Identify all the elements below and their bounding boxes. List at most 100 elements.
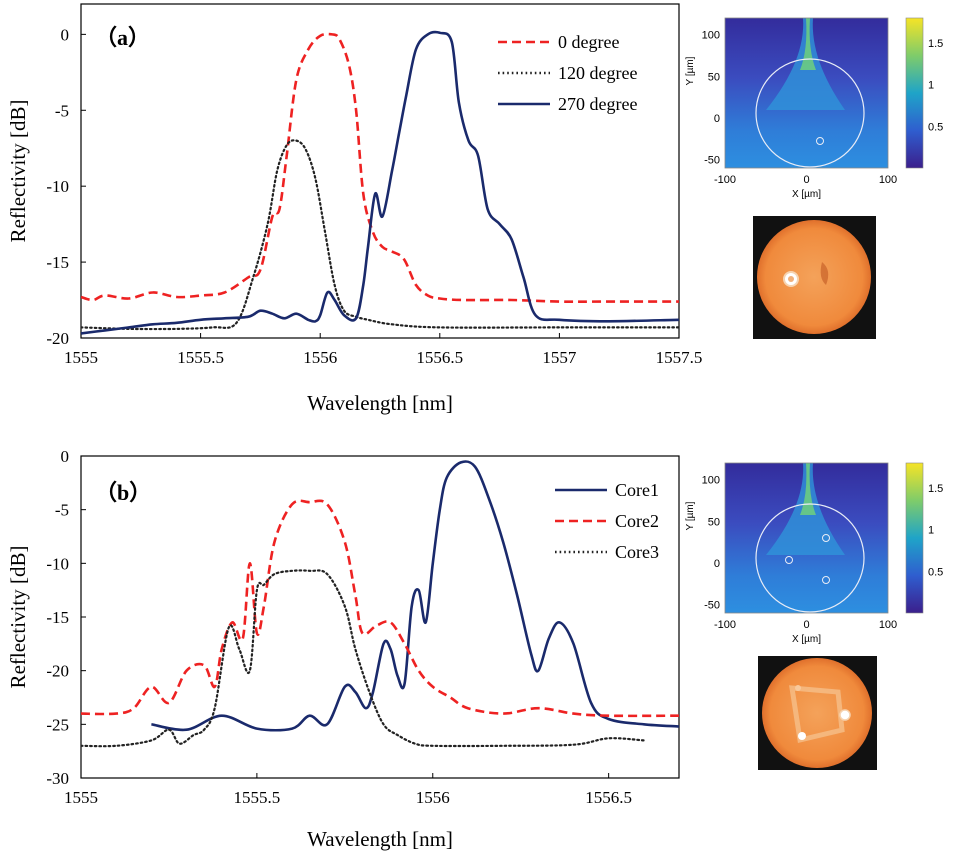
inset-x-tick-label: -100 xyxy=(714,619,736,631)
series-line-120-degree xyxy=(81,139,679,331)
y-tick-label: -20 xyxy=(46,662,69,681)
y-ticks-b: 0 -5 -10 -15 -20 -25 -30 xyxy=(46,447,86,788)
y-tick-label: -20 xyxy=(46,329,69,348)
x-tick-label: 1556 xyxy=(416,788,450,807)
series-line-0-degree xyxy=(81,32,679,303)
colorbar-tick-label: 0.5 xyxy=(928,566,943,578)
core-marker-b1 xyxy=(785,556,793,564)
x-ticks-a: 1555 1555.5 1556 1556.5 1557 1557.5 xyxy=(64,333,702,367)
series-b xyxy=(81,460,679,748)
mode-field-inset-a: -100 0 100 X [µm] 100 50 0 -50 Y [µm] 1.5 1 0.5 xyxy=(685,17,943,200)
inset-x-axis-label: X [µm] xyxy=(792,634,821,645)
y-ticks-a: 0 -5 -10 -15 -20 xyxy=(46,25,86,348)
x-tick-label: 1556.5 xyxy=(416,348,463,367)
legend-label: Core3 xyxy=(615,542,659,562)
legend-label: Core1 xyxy=(615,480,659,500)
x-tick-label: 1557.5 xyxy=(656,348,703,367)
core-marker-a xyxy=(816,137,824,145)
colorbar-ticks-a: 1.5 1 0.5 xyxy=(928,38,943,133)
fiber-texture-b xyxy=(789,685,845,744)
field-map-frame-b xyxy=(724,462,889,614)
legend-b: Core1 Core2 Core3 xyxy=(555,480,659,562)
field-axes-a: -100 0 100 X [µm] 100 50 0 -50 Y [µm] xyxy=(685,30,897,200)
plot-frame-a xyxy=(80,3,680,339)
series-line-core3 xyxy=(81,569,645,748)
y-tick-label: -5 xyxy=(55,501,69,520)
cladding-outline-a xyxy=(755,58,865,168)
fiber-photo-a xyxy=(753,216,876,339)
plot-frame-b xyxy=(80,455,680,779)
inset-x-axis-label: X [µm] xyxy=(792,189,821,200)
colorbar-tick-label: 1 xyxy=(928,80,934,92)
legend-label: 0 degree xyxy=(558,32,619,52)
core-marker-b3 xyxy=(822,576,830,584)
x-axis-label-b: Wavelength [nm] xyxy=(307,827,453,851)
inset-y-tick-label: -50 xyxy=(704,600,720,612)
lit-core-b2 xyxy=(839,709,851,721)
y-axis-label-b: Reflectivity [dB] xyxy=(6,546,30,689)
inset-y-tick-label: 0 xyxy=(714,113,720,125)
inset-y-axis-label: Y [µm] xyxy=(685,501,696,530)
inset-y-tick-label: 0 xyxy=(714,558,720,570)
field-axes-b: -100 0 100 X [µm] 100 50 0 -50 Y [µm] xyxy=(685,475,897,645)
y-tick-label: 0 xyxy=(61,25,70,44)
inset-x-tick-label: -100 xyxy=(714,174,736,186)
series-a xyxy=(81,30,679,335)
field-leak-core-b xyxy=(800,463,816,515)
y-tick-label: -25 xyxy=(46,715,69,734)
inset-x-tick-label: 100 xyxy=(879,174,897,186)
y-tick-label: -15 xyxy=(46,608,69,627)
inset-y-axis-label: Y [µm] xyxy=(685,56,696,85)
y-tick-label: -10 xyxy=(46,177,69,196)
panel-b: （b） 0-5-10-15-20-25-30 1555 1555.5 1556 155… xyxy=(6,447,680,851)
x-tick-label: 1555 xyxy=(64,788,98,807)
x-tick-label: 1555.5 xyxy=(177,348,224,367)
fiber-end-face-a xyxy=(757,220,871,334)
field-leak-core-a xyxy=(800,18,816,70)
series-line-core1 xyxy=(151,460,679,732)
panel-a: （a） 0-5-10-15-20 1555 1555.5 1556 1556.5 155… xyxy=(6,3,702,415)
x-axis-label-a: Wavelength [nm] xyxy=(307,391,453,415)
legend-label: 270 degree xyxy=(558,94,637,114)
inset-y-tick-label: -50 xyxy=(704,155,720,167)
x-tick-label: 1555.5 xyxy=(234,788,281,807)
panel-label-a: （a） xyxy=(95,25,150,50)
colorbar-a xyxy=(905,17,924,169)
y-tick-label: -15 xyxy=(46,253,69,272)
y-tick-label: 0 xyxy=(61,447,70,466)
legend-label: 120 degree xyxy=(558,63,637,83)
colorbar-tick-label: 0.5 xyxy=(928,121,943,133)
field-map-frame-a xyxy=(724,17,889,169)
inset-y-tick-label: 100 xyxy=(702,475,720,487)
x-tick-label: 1556.5 xyxy=(585,788,632,807)
lit-core-b1 xyxy=(798,732,806,740)
x-tick-label: 1555 xyxy=(64,348,98,367)
lit-core-b3 xyxy=(795,685,801,691)
colorbar-ticks-b: 1.5 1 0.5 xyxy=(928,483,943,578)
inset-x-tick-label: 0 xyxy=(803,174,809,186)
fiber-end-face-b xyxy=(762,658,872,768)
series-line-270-degree xyxy=(81,30,679,335)
colorbar-tick-label: 1.5 xyxy=(928,483,943,495)
inset-x-tick-label: 100 xyxy=(879,619,897,631)
colorbar-tick-label: 1.5 xyxy=(928,38,943,50)
x-ticks-b: 1555 1555.5 1556 1556.5 xyxy=(64,773,632,807)
series-line-core2 xyxy=(81,499,679,718)
mode-field-inset-b: -100 0 100 X [µm] 100 50 0 -50 Y [µm] 1.5 1 0.5 xyxy=(685,462,943,645)
fiber-texture-a xyxy=(820,262,829,285)
y-tick-label: -10 xyxy=(46,554,69,573)
y-tick-label: -5 xyxy=(55,101,69,120)
inset-y-tick-label: 50 xyxy=(708,516,720,528)
y-axis-label-a: Reflectivity [dB] xyxy=(6,100,30,243)
core-marker-b2 xyxy=(822,534,830,542)
cladding-outline-b xyxy=(755,503,865,613)
lit-core-center-a xyxy=(788,276,794,282)
y-tick-label: -30 xyxy=(46,769,69,788)
legend-label: Core2 xyxy=(615,511,659,531)
x-tick-label: 1557 xyxy=(542,348,577,367)
inset-y-tick-label: 50 xyxy=(708,71,720,83)
x-tick-label: 1556 xyxy=(303,348,337,367)
inset-x-tick-label: 0 xyxy=(803,619,809,631)
panel-label-b: （b） xyxy=(95,480,151,505)
